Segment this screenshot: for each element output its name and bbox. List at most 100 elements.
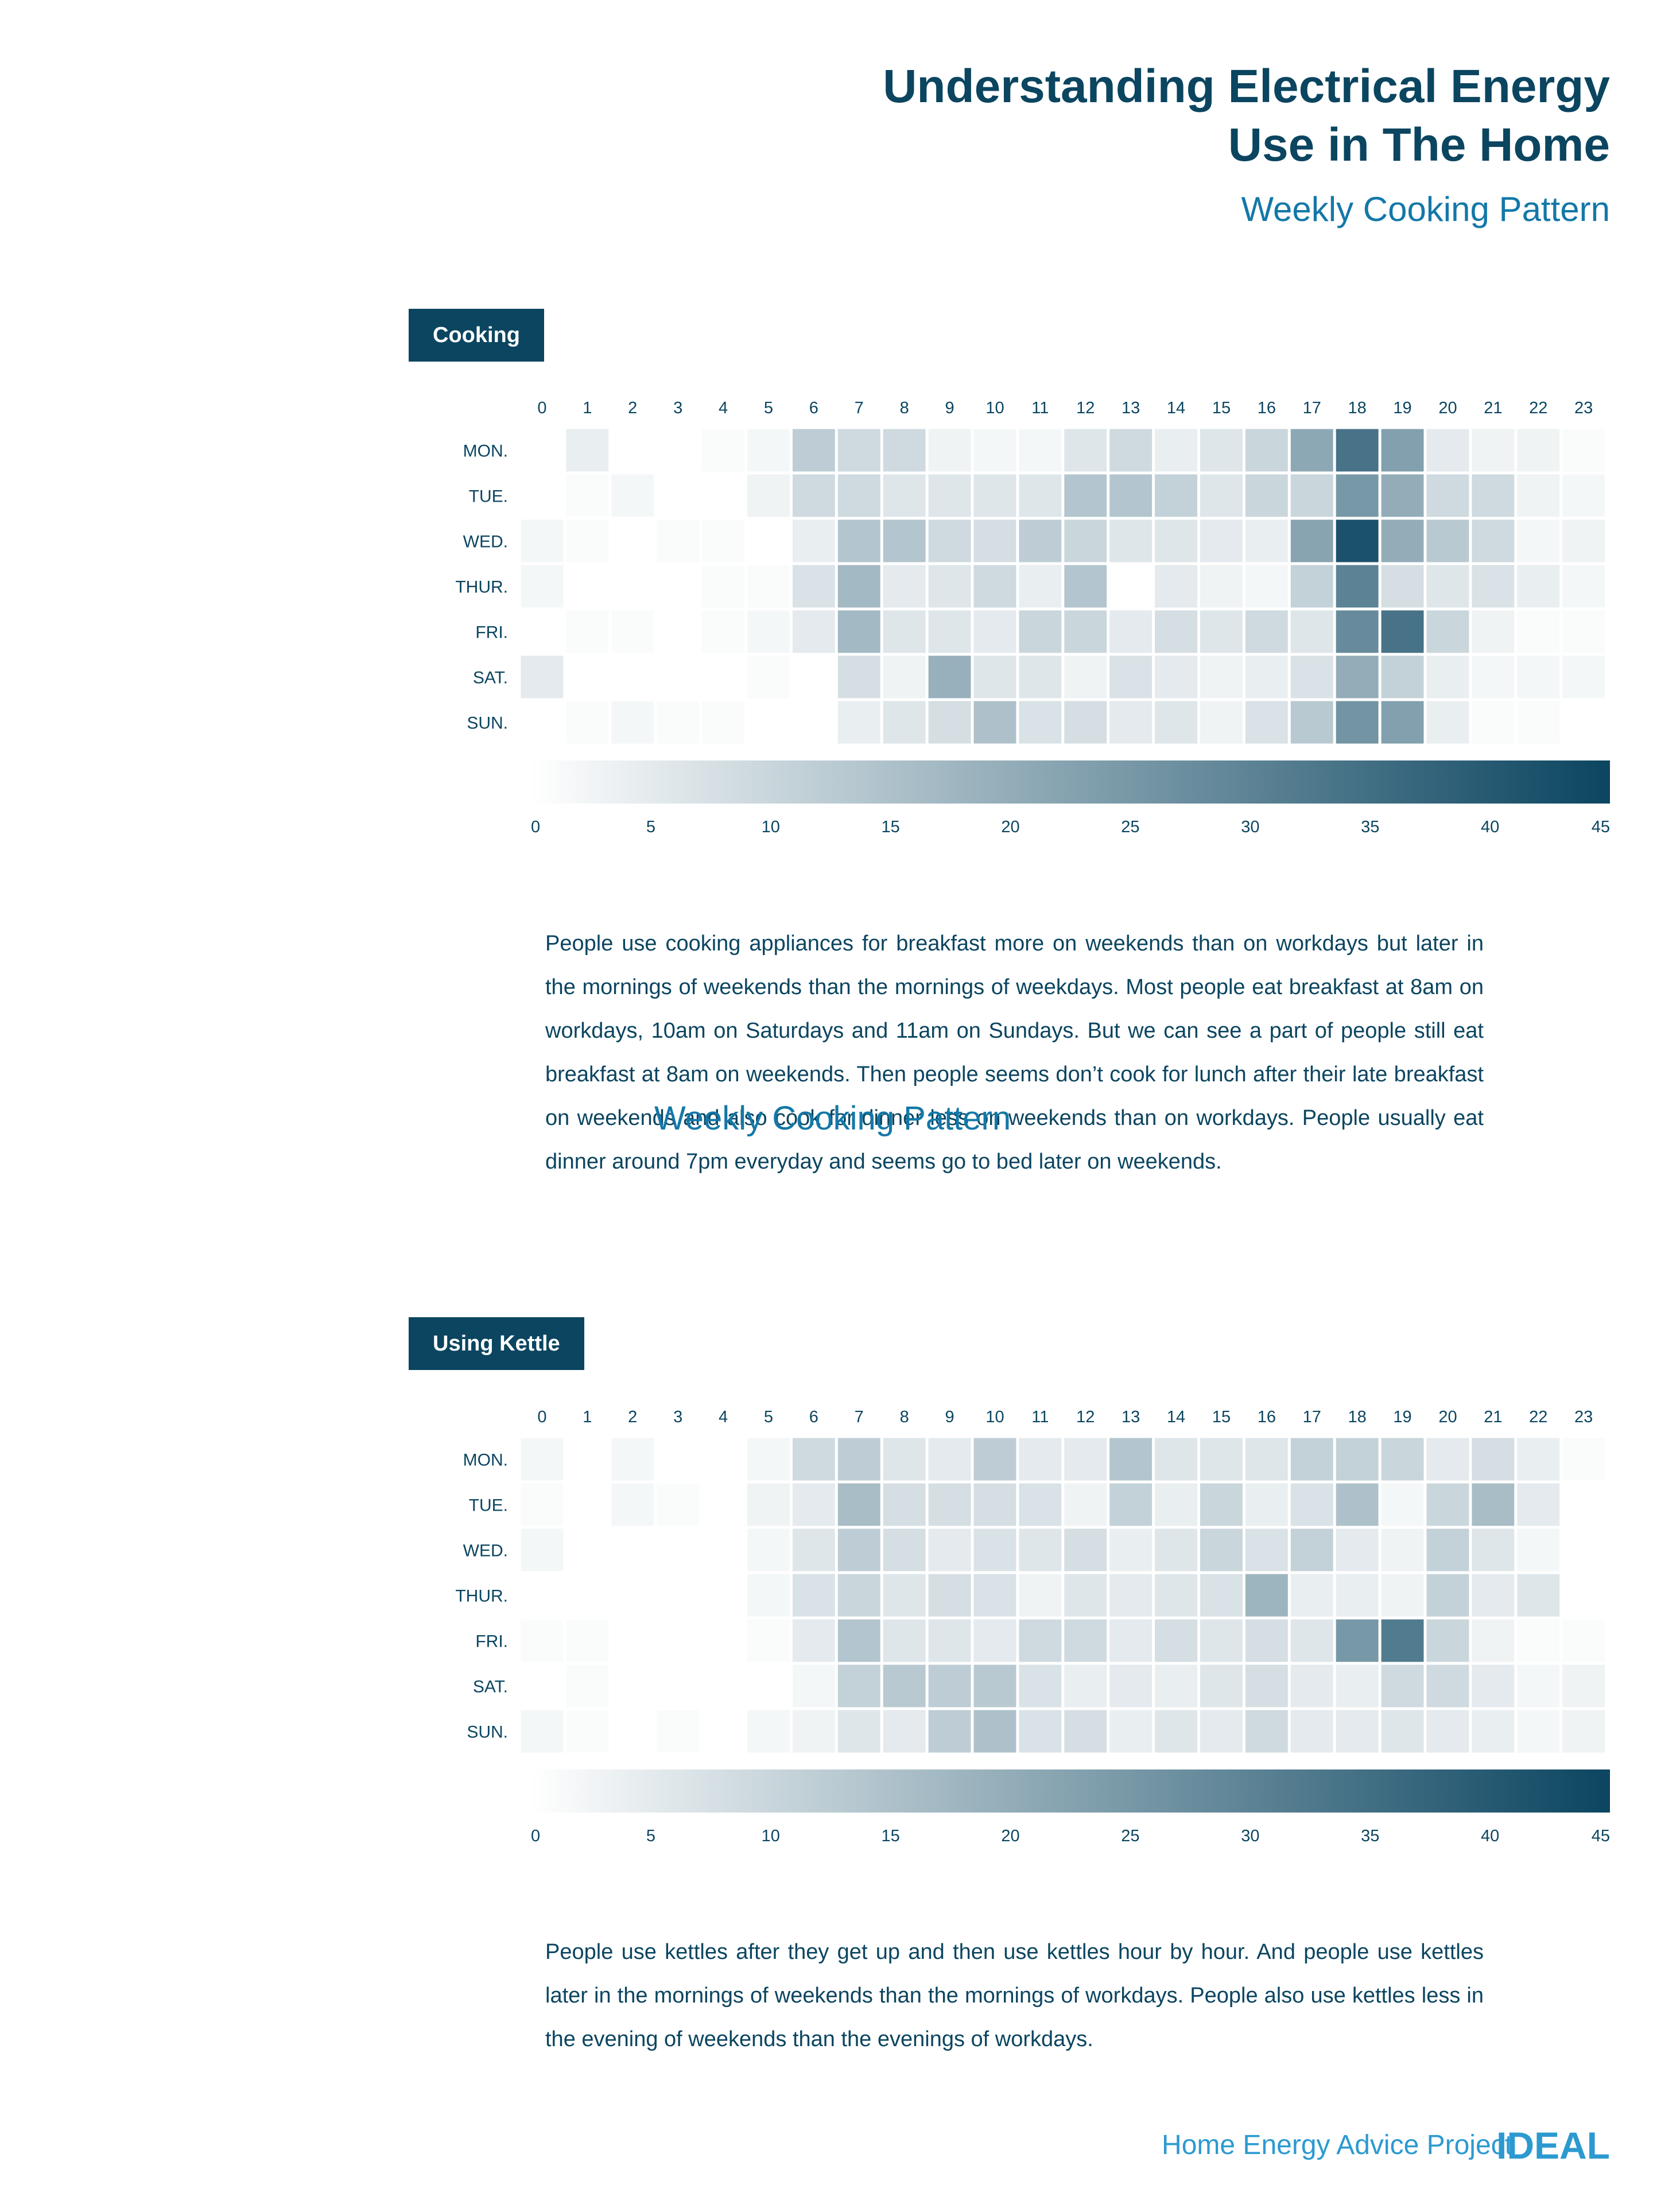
heatmap-cell [1517,1528,1560,1571]
heatmap-cell [1155,474,1197,517]
heatmap-cell [1019,519,1062,562]
heatmap-cell [837,474,880,517]
heatmap-cell [611,565,654,608]
hour-tick-15: 15 [1212,1408,1231,1426]
heatmap-cell [1336,1619,1379,1662]
heatmap-cell [973,1574,1016,1617]
heatmap-cell [521,655,564,698]
heatmap-cell [1064,1528,1107,1571]
heatmap-cell [521,1664,564,1707]
heatmap-cell [702,519,744,562]
heatmap-cell [1245,1574,1288,1617]
hour-tick-3: 3 [673,399,682,417]
cooking-description: People use cooking appliances for breakf… [545,932,1484,1174]
heatmap-cell [1426,565,1469,608]
heatmap-cell [1109,519,1153,562]
hour-tick-16: 16 [1258,1408,1276,1426]
heatmap-cell [1064,701,1107,744]
cooking-section-label: Cooking [409,309,544,362]
heatmap-cell [1290,701,1333,744]
page-subtitle: Weekly Cooking Pattern [1241,190,1610,228]
title-line-1: Understanding Electrical Energy [883,60,1610,112]
heatmap-cell [1155,1619,1197,1662]
heatmap-cell [566,1438,609,1481]
colorbar-tick: 40 [1481,818,1499,836]
footer-project-name: Home Energy Advice Project [1162,2130,1512,2160]
hour-tick-9: 9 [945,399,954,417]
colorbar-tick: 30 [1241,818,1259,836]
heatmap-cell [883,519,926,562]
heatmap-cell [1064,1664,1107,1707]
heatmap-cell [1200,1664,1243,1707]
heatmap-cell [747,1483,790,1526]
heatmap-cell [1155,610,1197,653]
heatmap-cell [1109,1574,1153,1617]
heatmap-cell [1381,474,1424,517]
colorbar-tick: 0 [531,1827,540,1845]
heatmap-cell [1019,701,1062,744]
hour-tick-21: 21 [1484,399,1502,417]
hour-tick-15: 15 [1212,399,1231,417]
page-title: Understanding Electrical Energy Use in T… [749,57,1610,174]
hour-tick-4: 4 [719,1408,728,1426]
heatmap-cell [1381,1483,1424,1526]
hour-tick-14: 14 [1167,1408,1185,1426]
heatmap-cell [792,610,835,653]
heatmap-cell [1064,655,1107,698]
heatmap-cell [1290,1528,1333,1571]
hour-tick-13: 13 [1122,399,1140,417]
heatmap-cell [928,519,971,562]
heatmap-cell [1562,610,1605,653]
heatmap-cell [1245,1619,1288,1662]
kettle-section-label: Using Kettle [409,1317,584,1370]
colorbar-tick: 5 [646,1827,655,1845]
hour-tick-7: 7 [855,1408,864,1426]
heatmap-cell [702,701,744,744]
heatmap-cell [1562,1438,1605,1481]
heatmap-cell [928,1619,971,1662]
heatmap-cell [1019,610,1062,653]
heatmap-cell [1109,1619,1153,1662]
heatmap-cell [1019,474,1062,517]
heatmap-cell [566,474,609,517]
heatmap-cell [973,1619,1016,1662]
heatmap-cell [1200,519,1243,562]
heatmap-cell [1517,1619,1560,1662]
heatmap-cell [973,701,1016,744]
heatmap-cell [611,1619,654,1662]
hour-tick-11: 11 [1031,399,1049,417]
heatmap-cell [1336,474,1379,517]
heatmap-cell [1290,519,1333,562]
heatmap-cell [1562,474,1605,517]
heatmap-cell [521,701,564,744]
heatmap-cell [1155,1483,1197,1526]
colorbar-tick: 10 [762,1827,780,1845]
heatmap-cell [1426,474,1469,517]
heatmap-cell [1155,519,1197,562]
heatmap-cell [1517,1574,1560,1617]
heatmap-cell [1562,1483,1605,1526]
heatmap-cell [837,1710,880,1753]
heatmap-cell [1200,701,1243,744]
day-label-tue: TUE. [469,1496,508,1515]
heatmap-cell [702,1710,744,1753]
heatmap-cell [521,1619,564,1662]
heatmap-cell [1290,1438,1333,1481]
heatmap-cell [1472,1528,1515,1571]
heatmap-cell [611,519,654,562]
heatmap-cell [1517,429,1560,472]
heatmap-cell [1472,701,1515,744]
heatmap-cell [747,474,790,517]
hour-tick-1: 1 [583,1408,592,1426]
heatmap-cell [973,474,1016,517]
heatmap-cell [1381,701,1424,744]
heatmap-cell [1517,565,1560,608]
heatmap-cell [747,1528,790,1571]
heatmap-cell [1381,1528,1424,1571]
heatmap-cell [792,429,835,472]
heatmap-cell [1517,610,1560,653]
heatmap-cell [521,1483,564,1526]
heatmap-cell [1472,474,1515,517]
heatmap-cell [1200,1528,1243,1571]
heatmap-cell [657,1710,700,1753]
